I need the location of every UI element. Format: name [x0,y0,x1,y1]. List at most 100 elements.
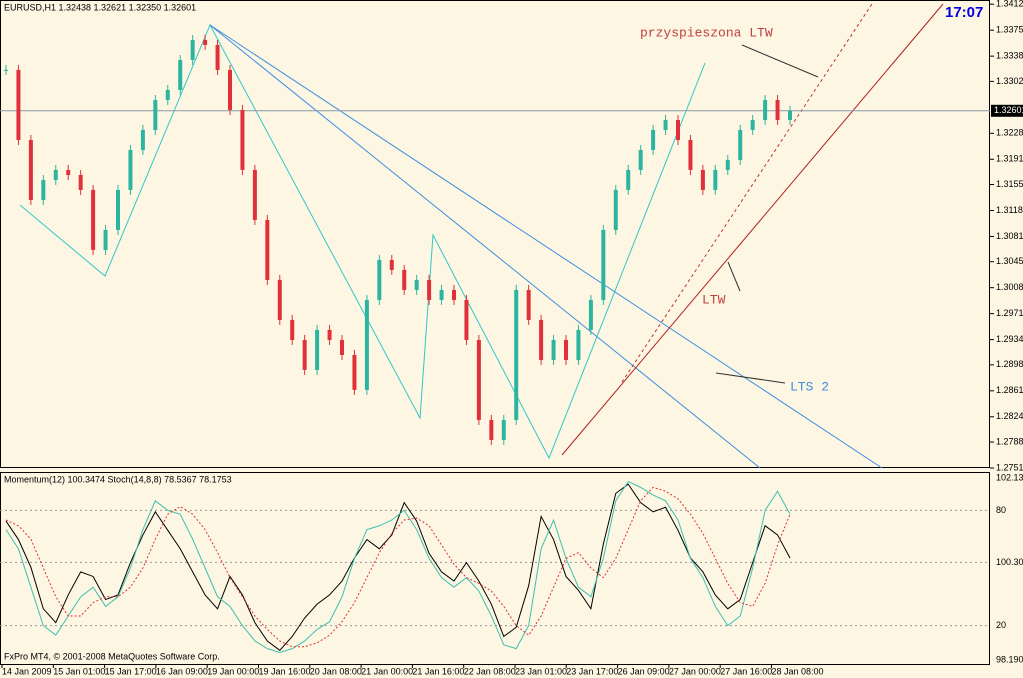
annotation: przyspieszona LTW [640,25,773,40]
y-tick-label: 1.28610 [996,385,1023,395]
candle [228,69,232,110]
lts-line [209,24,761,469]
y2-tick-label: 80 [996,505,1006,515]
y-tick-label: 1.27880 [996,436,1023,446]
arrow [741,44,819,78]
y-tick-label: 1.31180 [996,205,1023,215]
candle [464,299,469,340]
candle [576,329,581,360]
candle [265,219,270,280]
candle [489,419,494,440]
candle [452,289,456,300]
candle [738,129,743,160]
y-tick-label: 1.30080 [996,282,1023,292]
lts-line [209,24,883,469]
price-tag [991,104,1023,117]
candle [327,329,332,340]
annotation: LTS 2 [790,379,829,394]
candle [103,229,108,250]
candle [676,119,680,140]
y2-tick-label: 20 [996,620,1006,630]
indicator-frame [0,472,990,665]
candle [377,259,382,300]
candle [402,269,407,290]
candle [340,339,344,355]
y-tick-label: 102.1333 [996,472,1023,482]
y-tick-label: 1.33380 [996,51,1023,61]
candle [476,339,481,420]
x-tick-label: 22 Jan 08:00 [464,666,516,676]
y-tick-label: 1.29340 [996,334,1023,344]
arrow [727,261,741,292]
candle [252,169,257,220]
ltw-line [561,3,944,456]
x-tick-label: 20 Jan 08:00 [310,666,362,676]
y-tick-label: 1.28980 [996,359,1023,369]
candle [663,119,668,130]
x-tick-label: 26 Jan 09:00 [618,666,670,676]
candle [526,289,531,320]
candle [16,69,21,140]
y-tick-label: 1.28240 [996,411,1023,421]
candle [414,279,419,290]
candle [153,99,158,130]
candle [41,179,46,200]
y-tick-label: 98.1902 [996,654,1023,664]
x-tick-label: 21 Jan 00:00 [361,666,413,676]
x-tick-label: 23 Jan 01:00 [515,666,567,676]
candle [613,189,618,230]
candle [364,299,369,390]
candle [651,129,656,150]
candle [638,149,643,170]
x-tick-label: 15 Jan 01:00 [53,666,105,676]
candle [352,354,357,390]
footer: FxPro MT4, © 2001-2008 MetaQuotes Softwa… [4,651,220,661]
indicator-line [5,486,791,648]
candle [215,44,220,70]
x-tick-label: 28 Jan 08:00 [772,666,824,676]
candle [140,129,145,150]
candle [427,279,432,300]
candle [128,149,133,190]
candle [4,69,8,71]
candle [165,89,170,100]
candle [315,329,320,370]
x-tick-label: 15 Jan 17:00 [105,666,157,676]
candle [501,419,506,440]
x-tick-label: 14 Jan 2009 [2,666,52,676]
candle [203,39,208,45]
candle [788,110,792,120]
candle [775,99,780,120]
candle [588,299,593,330]
indicator-title: Momentum(12) 100.3474 Stoch(14,8,8) 78.5… [4,474,232,484]
candle [53,169,58,180]
candle [763,99,768,120]
candle [66,169,71,175]
candle [190,39,195,60]
x-tick-label: 27 Jan 00:00 [669,666,721,676]
candle [626,169,631,190]
zigzag [19,23,706,460]
x-tick-label: 19 Jan 00:00 [207,666,259,676]
candle [688,139,693,170]
candle [178,59,183,90]
candle [78,174,83,190]
x-tick-label: 16 Jan 09:00 [156,666,208,676]
drawn-lines [19,3,944,469]
x-tick-label: 23 Jan 17:00 [566,666,618,676]
candle [91,189,96,250]
y-tick-label: 1.31550 [996,179,1023,189]
candle [564,339,568,360]
candle [725,159,730,170]
chart-title: EURUSD,H1 1.32438 1.32621 1.32350 1.3260… [4,2,196,12]
y-tick-label: 1.30810 [996,231,1023,241]
main-frame [0,0,990,468]
candle [277,279,282,320]
candle [514,289,519,420]
candle [302,339,307,370]
arrow [715,372,786,384]
price-tag-label: 1.32601 [994,105,1023,115]
y-tick-label: 1.30450 [996,256,1023,266]
candle [750,119,755,130]
x-tick-label: 27 Jan 16:00 [720,666,772,676]
